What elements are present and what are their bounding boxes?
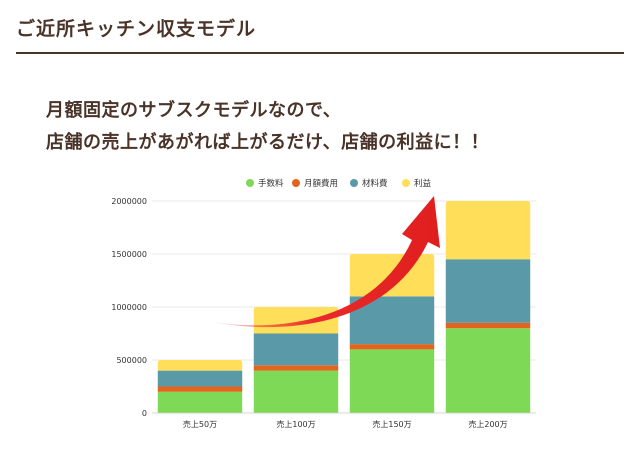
growth-arrow-shape (212, 196, 440, 328)
legend-label: 手数料 (258, 178, 284, 189)
bar-segment (157, 360, 243, 371)
bar-segment (445, 201, 531, 260)
bar-segment (157, 391, 243, 413)
bar-segment (253, 333, 339, 366)
y-tick-label: 2000000 (111, 197, 147, 206)
y-tick-label: 1000000 (111, 303, 147, 312)
title-divider (16, 52, 624, 54)
x-tick-label: 売上100万 (276, 419, 315, 429)
y-tick-label: 0 (142, 409, 147, 418)
legend-label: 月額費用 (304, 178, 338, 189)
bar-segment (445, 322, 531, 329)
legend-swatch (402, 179, 410, 187)
y-tick-label: 1500000 (111, 250, 147, 259)
legend-swatch (350, 179, 358, 187)
headline-line-1: 月額固定のサブスクモデルなので、 (46, 100, 342, 121)
x-tick-label: 売上50万 (183, 419, 217, 429)
bar-segment (445, 328, 531, 413)
y-tick-label: 500000 (116, 356, 147, 365)
bar-segment (349, 349, 435, 413)
legend: 手数料 月額費用 材料費 利益 (246, 178, 432, 189)
bar-segment (157, 370, 243, 387)
bar-segment (157, 386, 243, 392)
x-tick-label: 売上200万 (468, 419, 507, 429)
axes: 0 500000 1000000 1500000 2000000 売上50万 売上100万 売… (111, 197, 536, 429)
bar-segment (445, 259, 531, 323)
bar-segment (253, 370, 339, 413)
legend-swatch (246, 179, 254, 187)
legend-label: 利益 (414, 178, 432, 189)
bar-segment (253, 365, 339, 371)
bar-segment (349, 296, 435, 345)
bar-segment (349, 344, 435, 350)
growth-arrow (212, 196, 440, 328)
slide-title: ご近所キッチン収支モデル (16, 18, 257, 40)
x-tick-label: 売上150万 (372, 419, 411, 429)
legend-label: 材料費 (362, 178, 388, 189)
legend-swatch (292, 179, 300, 187)
headline-line-2: 店舗の売上があがれば上がるだけ、店舗の利益に！！ (46, 132, 490, 153)
